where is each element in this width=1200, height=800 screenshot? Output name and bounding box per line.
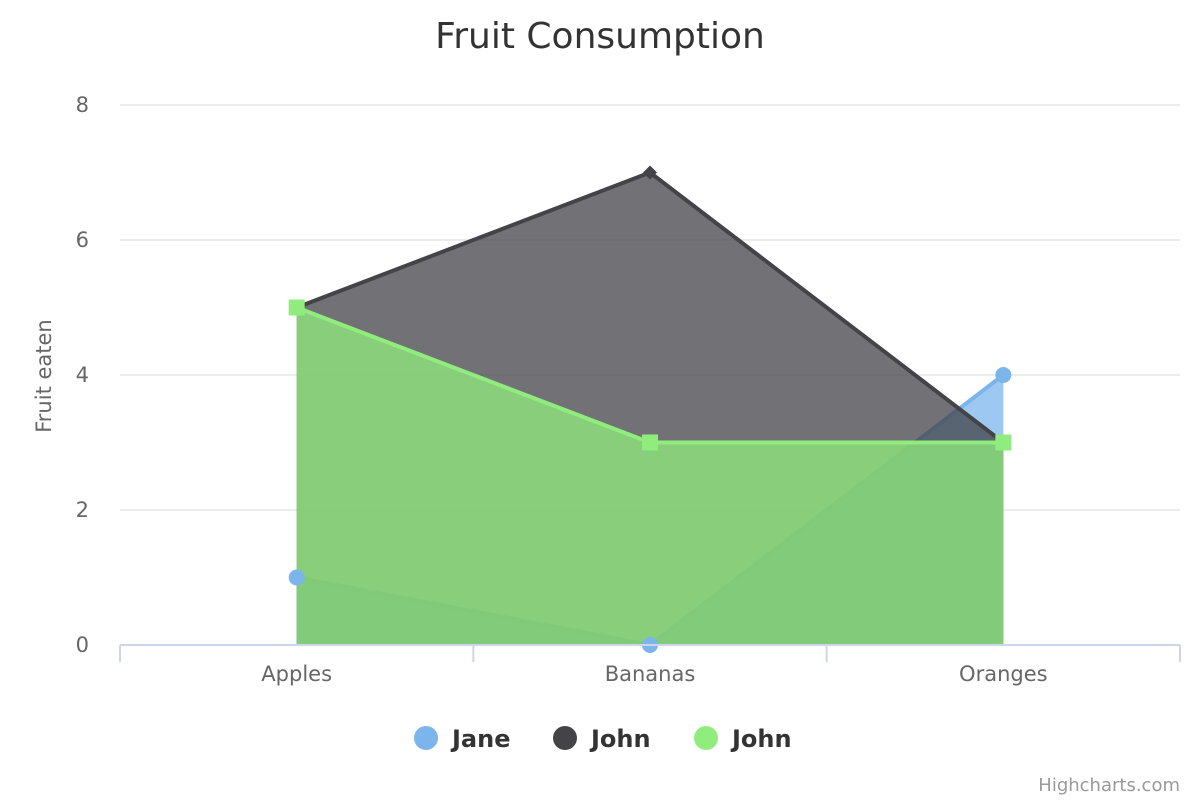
legend-label: John xyxy=(589,725,651,753)
y-tick-label: 4 xyxy=(76,363,89,387)
legend-item[interactable]: Jane xyxy=(414,725,511,753)
x-tick-label: Bananas xyxy=(605,662,696,686)
y-tick-label: 6 xyxy=(76,228,89,252)
series-layer xyxy=(297,173,1004,646)
data-point-marker xyxy=(995,367,1011,383)
y-tick-label: 0 xyxy=(76,633,89,657)
y-axis: 0 2 4 6 8 xyxy=(76,93,89,657)
data-point-marker xyxy=(289,570,305,586)
x-tick-label: Apples xyxy=(261,662,332,686)
y-tick-label: 2 xyxy=(76,498,89,522)
legend-label: John xyxy=(730,725,792,753)
data-point-marker xyxy=(289,300,305,316)
chart-title: Fruit Consumption xyxy=(435,16,765,57)
credits-link[interactable]: Highcharts.com xyxy=(1038,775,1180,796)
legend: Jane John John xyxy=(414,725,792,753)
y-axis-title: Fruit eaten xyxy=(32,319,56,433)
y-tick-label: 8 xyxy=(76,93,89,117)
legend-symbol xyxy=(694,726,718,750)
legend-symbol xyxy=(414,726,438,750)
x-tick-label: Oranges xyxy=(959,662,1048,686)
legend-label: Jane xyxy=(450,725,511,753)
legend-item[interactable]: John xyxy=(694,725,792,753)
data-point-marker xyxy=(642,435,658,451)
legend-symbol xyxy=(553,726,577,750)
legend-item[interactable]: John xyxy=(553,725,651,753)
data-point-marker xyxy=(995,435,1011,451)
